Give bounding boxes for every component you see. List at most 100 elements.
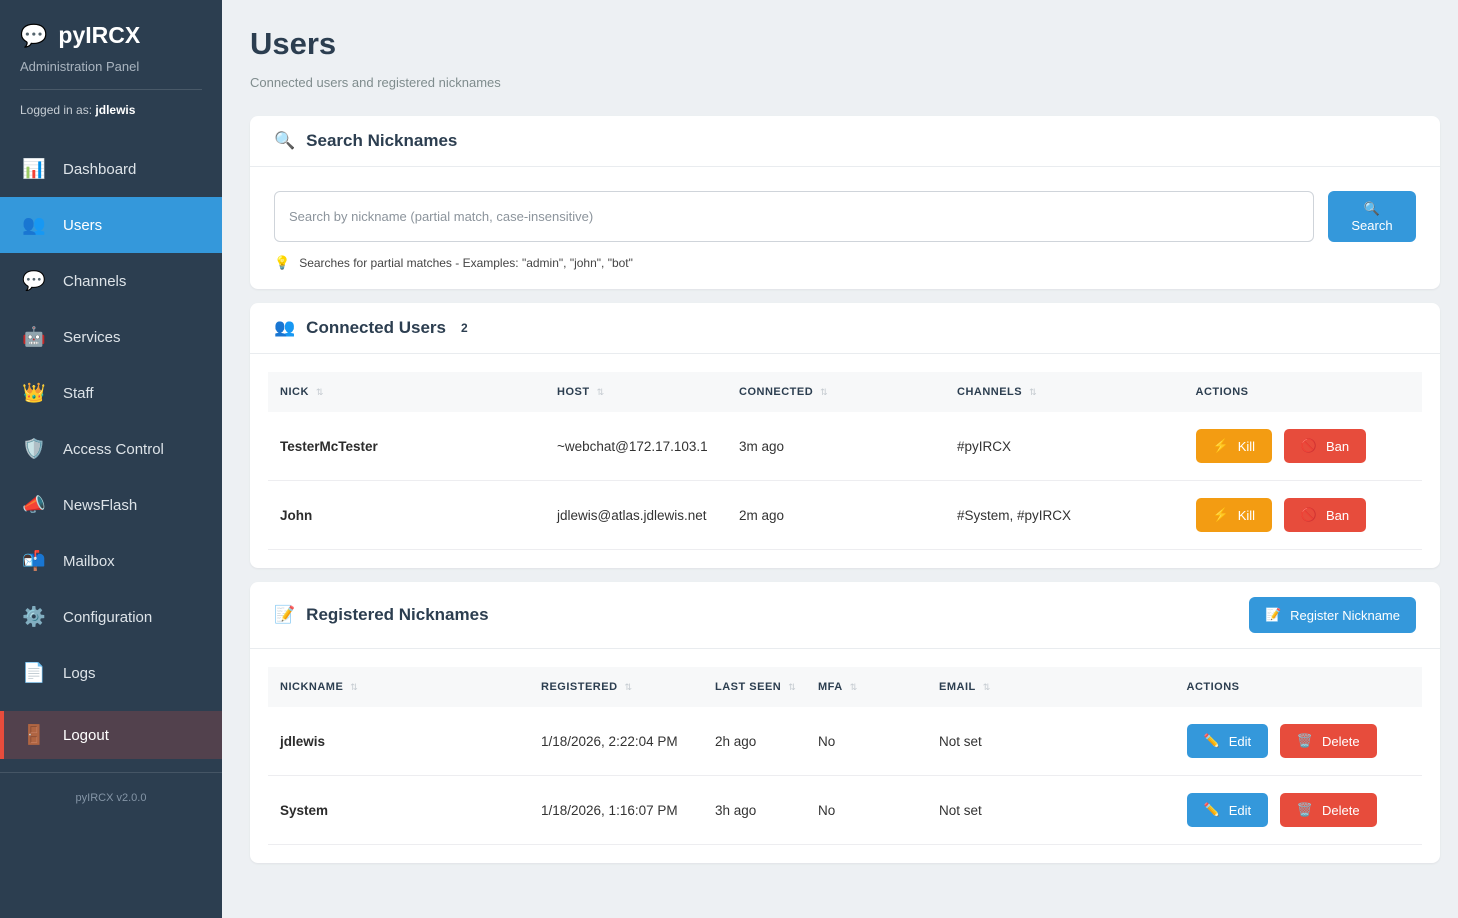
search-icon: 🔍 [274, 131, 296, 150]
main-content: Users Connected users and registered nic… [222, 0, 1458, 918]
mfa-status: No [806, 707, 927, 776]
column-header[interactable]: LAST SEEN ⇅ [703, 667, 806, 707]
sidebar-menu: 📊 Dashboard 👥 Users 💬 Channels 🤖 Service… [0, 141, 222, 701]
speech-bubble-icon: 💬 [20, 22, 48, 48]
user-connected-time: 3m ago [727, 412, 945, 481]
version-text: pyIRCX v2.0.0 [0, 772, 222, 823]
email-value: Not set [927, 775, 1175, 845]
menu-item-label: NewsFlash [63, 496, 138, 514]
sidebar-item[interactable]: 📄 Logs [0, 645, 222, 701]
register-button-label: Register Nickname [1290, 607, 1400, 623]
column-label: ACTIONS [1195, 386, 1249, 398]
connected-header-row: NICK ⇅ HOST ⇅ CONNECTED ⇅ CHANNELS ⇅ ACTIONS [268, 372, 1422, 412]
registered-nickname: System [268, 775, 529, 845]
ban-button[interactable]: 🚫 Ban [1283, 429, 1367, 463]
search-card-title: 🔍 Search Nicknames [274, 131, 457, 151]
sidebar-item[interactable]: 📣 NewsFlash [0, 477, 222, 533]
registered-nickname-row: jdlewis 1/18/2026, 2:22:04 PM 2h ago No … [268, 707, 1422, 776]
sidebar-item[interactable]: ⚙️ Configuration [0, 589, 222, 645]
column-label: CHANNELS [957, 386, 1023, 398]
sidebar-item[interactable]: 💬 Channels [0, 253, 222, 309]
search-button[interactable]: 🔍 Search [1328, 191, 1416, 242]
kill-button[interactable]: ⚡ Kill [1195, 429, 1273, 463]
menu-item-icon: 📣 [22, 495, 46, 516]
column-label: NICKNAME [280, 681, 344, 693]
kill-button[interactable]: ⚡ Kill [1195, 498, 1273, 532]
menu-item-icon: 📄 [22, 663, 46, 684]
menu-item-icon: 🤖 [22, 327, 46, 348]
column-label: MFA [818, 681, 843, 693]
column-header[interactable]: MFA ⇅ [806, 667, 927, 707]
menu-item-icon: 👥 [22, 215, 46, 236]
email-value: Not set [927, 707, 1175, 776]
menu-item-label: Dashboard [63, 160, 137, 178]
logout-button[interactable]: 🚪 Logout [0, 711, 222, 759]
column-header[interactable]: ACTIONS [1174, 667, 1422, 707]
ban-button[interactable]: 🚫 Ban [1283, 498, 1367, 532]
kill-label: Kill [1237, 507, 1256, 523]
page-title: Users [250, 26, 337, 61]
search-card-header: 🔍 Search Nicknames [250, 116, 1440, 167]
memo-icon: 📝 [274, 605, 296, 624]
column-header[interactable]: EMAIL ⇅ [927, 667, 1175, 707]
delete-button[interactable]: 🗑️ Delete [1279, 724, 1377, 758]
search-button-label: Search [1351, 217, 1393, 233]
connected-users-card: 👥 Connected Users 2 NICK ⇅ HOST ⇅ CONNECTE… [250, 303, 1440, 568]
lightbulb-icon: 💡 [274, 255, 291, 270]
edit-button[interactable]: ✏️ Edit [1186, 793, 1269, 827]
logout-label: Logout [63, 726, 109, 744]
sidebar-item[interactable]: 📬 Mailbox [0, 533, 222, 589]
column-header[interactable]: CHANNELS ⇅ [945, 372, 1184, 412]
sidebar: 💬 pyIRCX Administration Panel Logged in … [0, 0, 222, 918]
sidebar-item[interactable]: 📊 Dashboard [0, 141, 222, 197]
sidebar-item[interactable]: 👥 Users [0, 197, 222, 253]
kill-label: Kill [1237, 438, 1256, 454]
app-name: pyIRCX [58, 22, 141, 48]
user-connected-time: 2m ago [727, 480, 945, 550]
sidebar-item[interactable]: 🛡️ Access Control [0, 421, 222, 477]
register-nickname-button[interactable]: 📝 Register Nickname [1248, 597, 1416, 633]
trash-icon: 🗑️ [1296, 802, 1314, 817]
edit-button[interactable]: ✏️ Edit [1186, 724, 1269, 758]
menu-item-label: Logs [63, 664, 96, 682]
search-title-text: Search Nicknames [306, 131, 458, 150]
door-icon: 🚪 [22, 725, 46, 746]
column-header[interactable]: HOST ⇅ [545, 372, 727, 412]
logged-in-username: jdlewis [95, 103, 136, 117]
registered-card-title: 📝 Registered Nicknames [274, 605, 489, 625]
last-seen: 2h ago [703, 707, 806, 776]
menu-item-icon: 🛡️ [22, 439, 46, 460]
connected-users-table: NICK ⇅ HOST ⇅ CONNECTED ⇅ CHANNELS ⇅ ACTIONS [268, 372, 1422, 550]
user-actions: ⚡ Kill 🚫 Ban [1183, 480, 1422, 550]
search-input[interactable] [274, 191, 1314, 242]
column-label: LAST SEEN [715, 681, 782, 693]
column-label: HOST [557, 386, 590, 398]
column-header[interactable]: CONNECTED ⇅ [727, 372, 945, 412]
edit-label: Edit [1228, 733, 1252, 749]
user-host: jdlewis@atlas.jdlewis.net [545, 480, 727, 550]
ban-label: Ban [1325, 438, 1350, 454]
column-header[interactable]: NICK ⇅ [268, 372, 545, 412]
brand: 💬 pyIRCX [20, 22, 202, 49]
column-header[interactable]: ACTIONS [1183, 372, 1422, 412]
registered-table-body: jdlewis 1/18/2026, 2:22:04 PM 2h ago No … [268, 707, 1422, 845]
connected-user-row: John jdlewis@atlas.jdlewis.net 2m ago #S… [268, 480, 1422, 550]
sidebar-item[interactable]: 👑 Staff [0, 365, 222, 421]
delete-button[interactable]: 🗑️ Delete [1279, 793, 1377, 827]
sidebar-item[interactable]: 🤖 Services [0, 309, 222, 365]
column-header[interactable]: REGISTERED ⇅ [529, 667, 703, 707]
sidebar-header: 💬 pyIRCX Administration Panel [0, 0, 222, 90]
page-subtitle: Connected users and registered nicknames [250, 75, 501, 90]
registered-nicknames-card: 📝 Registered Nicknames 📝 Register Nickna… [250, 582, 1440, 863]
connected-table-wrap: NICK ⇅ HOST ⇅ CONNECTED ⇅ CHANNELS ⇅ ACTIONS [250, 354, 1440, 568]
column-header[interactable]: NICKNAME ⇅ [268, 667, 529, 707]
app-subtitle: Administration Panel [20, 59, 202, 90]
delete-label: Delete [1322, 733, 1360, 749]
memo-icon: 📝 [1264, 607, 1282, 622]
trash-icon: 🗑️ [1296, 733, 1314, 748]
registered-actions: ✏️ Edit 🗑️ Delete [1174, 707, 1422, 776]
sort-icon: ⇅ [788, 682, 797, 692]
sort-icon: ⇅ [596, 387, 605, 397]
menu-item-icon: 📊 [22, 159, 46, 180]
users-icon: 👥 [274, 318, 296, 337]
